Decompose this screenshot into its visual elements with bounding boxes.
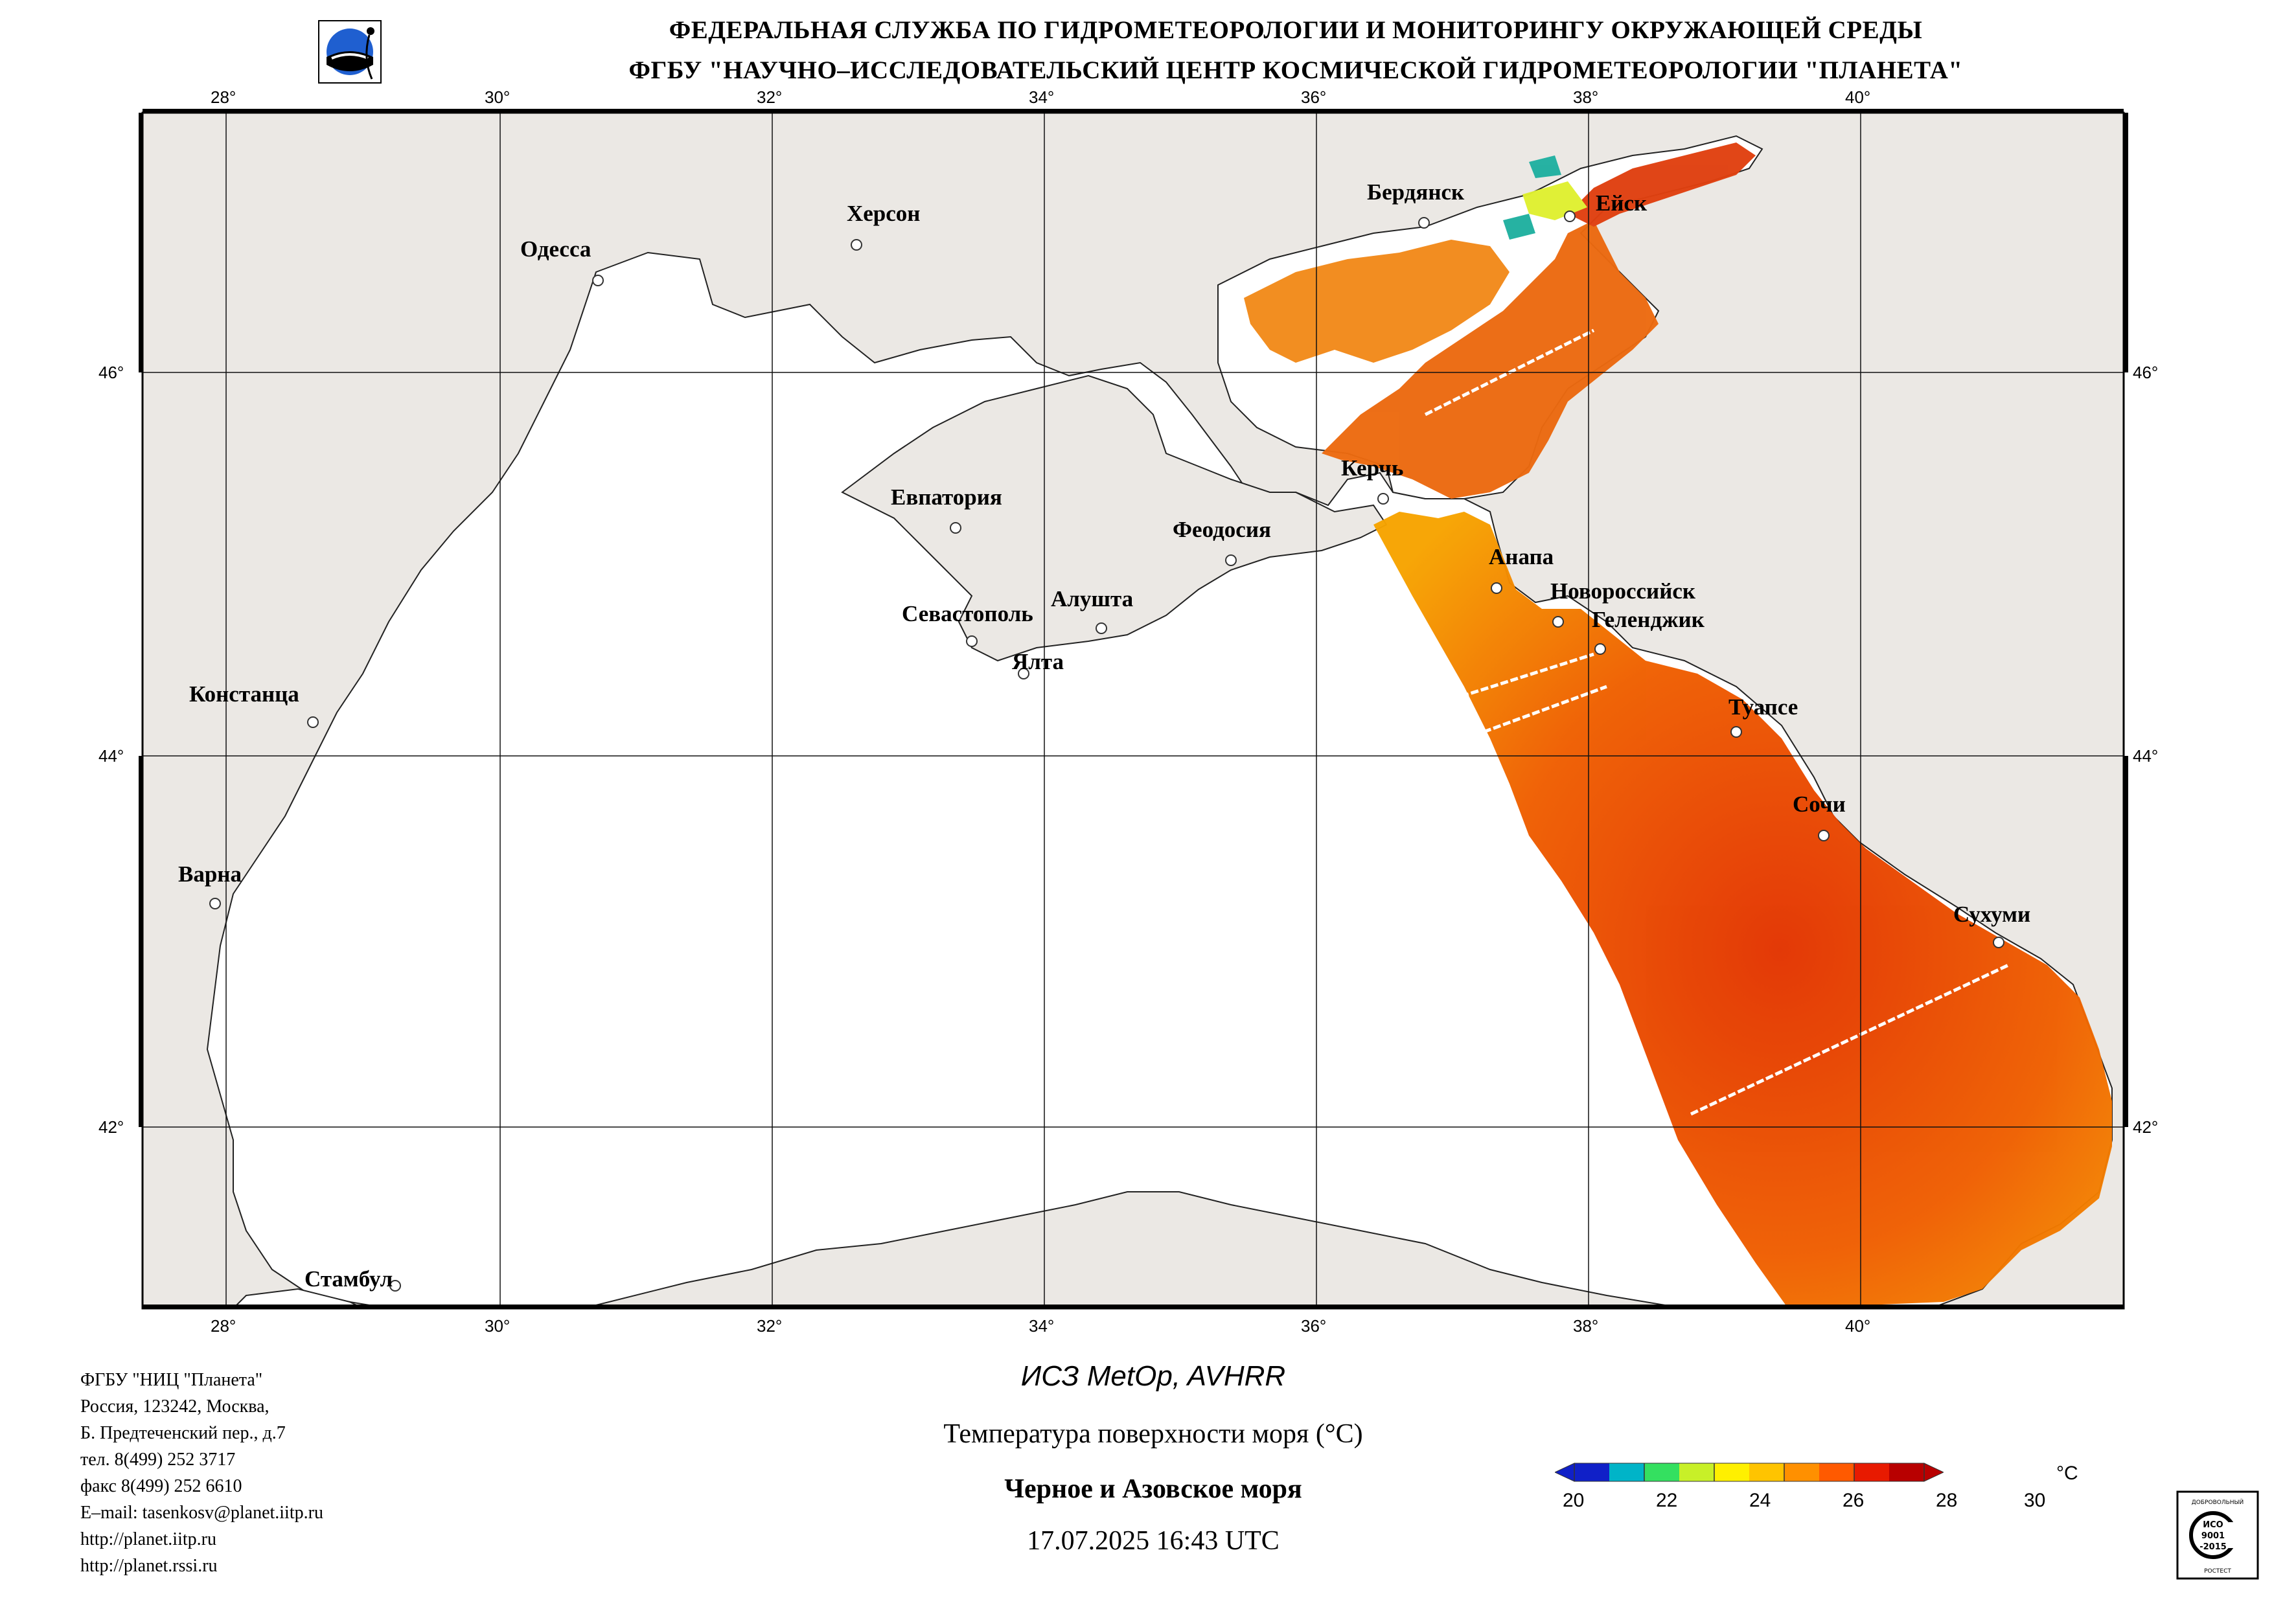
- colorbar-cell: [1854, 1463, 1890, 1481]
- badge-line1: ИСО: [2203, 1520, 2223, 1530]
- colorbar-tick: 28: [1936, 1490, 1958, 1511]
- lon-label-top: 32°: [757, 87, 783, 107]
- graticule: [143, 113, 2124, 1308]
- org-address-city: Россия, 123242, Москва,: [80, 1396, 270, 1417]
- org-address-street: Б. Предтеченский пер., д.7: [80, 1423, 286, 1443]
- sst-swath-azov: [1322, 220, 1659, 499]
- city-label-evpatoria: Евпатория: [891, 484, 1002, 510]
- colorbar-arrow-low: [1555, 1463, 1575, 1482]
- lon-label-bottom: 34°: [1029, 1316, 1055, 1336]
- city-label-kherson: Херсон: [847, 201, 921, 226]
- colorbar: [1555, 1463, 1944, 1482]
- colorbar-cell: [1784, 1463, 1820, 1481]
- city-label-yeysk: Ейск: [1596, 190, 1647, 216]
- city-label-sochi: Сочи: [1793, 792, 1846, 817]
- colorbar-cell: [1574, 1463, 1610, 1481]
- colorbar-cell: [1644, 1463, 1680, 1481]
- org-fax: факс 8(499) 252 6610: [80, 1476, 242, 1496]
- sst-taganrog-bay: [1568, 142, 1756, 227]
- lon-label-top: 38°: [1573, 87, 1599, 107]
- iso-certification-badge: ДОБРОВОЛЬНЫЙ ИСО 9001 -2015 РОСТЕСТ: [2176, 1490, 2259, 1580]
- badge-bottom-text: РОСТЕСТ: [2204, 1568, 2231, 1575]
- colorbar-unit: °C: [2056, 1463, 2078, 1484]
- lon-label-bottom: 30°: [485, 1316, 511, 1336]
- lon-label-bottom: 32°: [757, 1316, 783, 1336]
- planeta-logo: [318, 20, 382, 84]
- lat-label-right: 44°: [2133, 746, 2159, 766]
- parameter-title: Температура поверхности моря (°С): [943, 1419, 1363, 1449]
- colorbar-tick: 22: [1656, 1490, 1678, 1511]
- lon-label-top: 28°: [211, 87, 236, 107]
- lat-label-left: 42°: [98, 1117, 124, 1137]
- city-label-sevastopol: Севастополь: [902, 601, 1033, 626]
- city-markers: [209, 211, 2004, 1292]
- colorbar-arrow-high: [1923, 1463, 1944, 1482]
- lat-label-right: 42°: [2133, 1117, 2159, 1137]
- crimea-peninsula: [841, 374, 1388, 662]
- lon-label-top: 30°: [485, 87, 511, 107]
- city-label-tuapse: Туапсе: [1728, 694, 1798, 720]
- org-website-1[interactable]: http://planet.iitp.ru: [80, 1529, 216, 1549]
- city-label-berdyansk: Бердянск: [1367, 179, 1465, 205]
- city-label-gelendzhik: Геленджик: [1592, 607, 1705, 632]
- satellite-instrument: ИСЗ MetOp, AVHRR: [1020, 1360, 1286, 1392]
- city-label-constanta: Констанца: [189, 681, 299, 707]
- region-title: Черное и Азовское моря: [1004, 1474, 1302, 1504]
- colorbar-tick: 30: [2024, 1490, 2046, 1511]
- colorbar-tick: 26: [1843, 1490, 1865, 1511]
- lon-label-bottom: 28°: [211, 1316, 236, 1336]
- lon-label-bottom: 38°: [1573, 1316, 1599, 1336]
- badge-line3: -2015: [2199, 1542, 2227, 1552]
- lat-label-left: 46°: [98, 363, 124, 382]
- lat-label-right: 46°: [2133, 363, 2159, 382]
- badge-top-text: ДОБРОВОЛЬНЫЙ: [2192, 1498, 2244, 1506]
- lat-label-left: 44°: [98, 746, 124, 766]
- lon-label-top: 34°: [1029, 87, 1055, 107]
- lon-label-bottom: 36°: [1301, 1316, 1327, 1336]
- lon-label-top: 36°: [1301, 87, 1327, 107]
- city-label-sukhumi: Сухуми: [1953, 902, 2031, 927]
- lon-label-bottom: 40°: [1845, 1316, 1871, 1336]
- observation-datetime: 17.07.2025 16:43 UTC: [1027, 1526, 1280, 1556]
- city-label-odessa: Одесса: [520, 236, 591, 262]
- colorbar-tick: 20: [1563, 1490, 1585, 1511]
- colorbar-cell: [1749, 1463, 1785, 1481]
- city-label-anapa: Анапа: [1489, 544, 1554, 569]
- lon-label-top: 40°: [1845, 87, 1871, 107]
- city-label-alushta: Алушта: [1051, 586, 1134, 611]
- org-name: ФГБУ "НИЦ "Планета": [80, 1370, 263, 1390]
- org-website-2[interactable]: http://planet.rssi.ru: [80, 1556, 218, 1576]
- map-frame-bars: [139, 109, 2128, 1309]
- city-label-novorossiysk: Новороссийск: [1550, 578, 1696, 604]
- city-label-istanbul: Стамбул: [304, 1266, 393, 1292]
- badge-line2: 9001: [2201, 1531, 2225, 1541]
- sst-swath-azov-north: [1244, 240, 1510, 363]
- org-phone: тел. 8(499) 252 3717: [80, 1450, 236, 1470]
- header-center: ФГБУ "НАУЧНО–ИССЛЕДОВАТЕЛЬСКИЙ ЦЕНТР КОС…: [628, 56, 1963, 84]
- header-agency: ФЕДЕРАЛЬНАЯ СЛУЖБА ПО ГИДРОМЕТЕОРОЛОГИИ …: [669, 16, 1923, 44]
- colorbar-cell: [1609, 1463, 1645, 1481]
- city-label-feodosia: Феодосия: [1173, 517, 1271, 542]
- org-contact-block: ФГБУ "НИЦ "Планета" Россия, 123242, Моск…: [80, 1367, 323, 1579]
- colorbar-cell: [1889, 1463, 1925, 1481]
- org-email: E–mail: tasenkosv@planet.iitp.ru: [80, 1503, 323, 1523]
- colorbar-cell: [1819, 1463, 1855, 1481]
- colorbar-cell: [1679, 1463, 1715, 1481]
- colorbar-tick: 24: [1749, 1490, 1771, 1511]
- city-label-kerch: Керчь: [1341, 455, 1404, 481]
- sst-swath-black-sea: [1373, 512, 2112, 1308]
- sst-cool-patches: [1522, 181, 1587, 220]
- sst-cold-patches: [1503, 155, 1561, 240]
- colorbar-cell: [1714, 1463, 1750, 1481]
- city-label-varna: Варна: [178, 861, 242, 887]
- city-label-yalta: Ялта: [1012, 649, 1064, 674]
